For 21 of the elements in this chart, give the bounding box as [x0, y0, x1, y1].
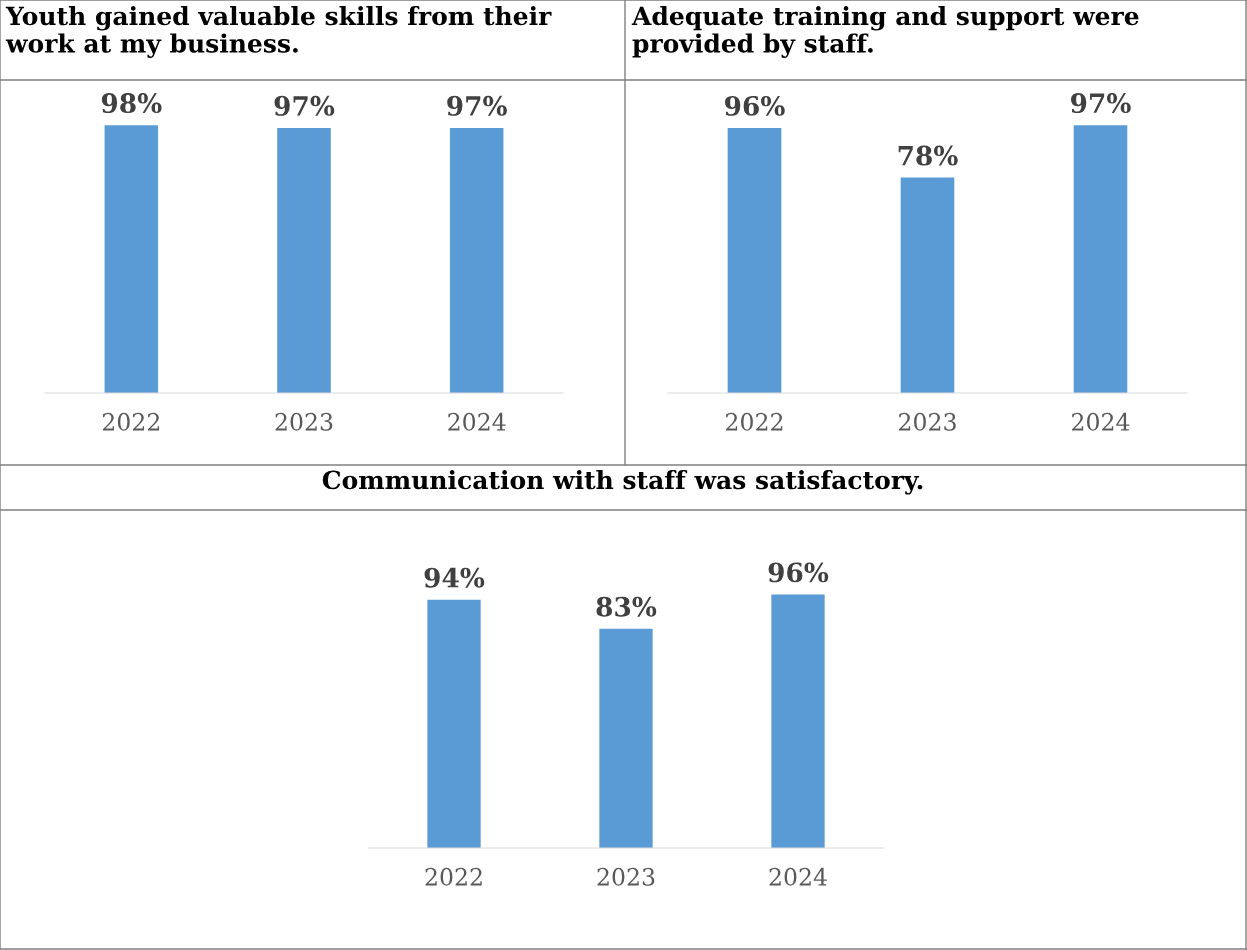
data-label: 94% [424, 567, 485, 588]
x-tick-label: 2024 [769, 867, 827, 886]
x-tick-label: 2024 [1072, 412, 1130, 431]
data-label: 98% [101, 93, 162, 114]
chart-title: Communication with staff was satisfactory. [322, 470, 923, 495]
chart-title: Youth gained valuable skills from their work at my business. [5, 6, 552, 58]
data-label: 96% [725, 95, 785, 116]
x-tick-label: 2023 [597, 867, 655, 886]
data-label: 97% [447, 95, 507, 116]
data-label: 97% [1071, 93, 1131, 114]
x-tick-label: 2024 [448, 412, 506, 431]
data-label: 83% [596, 596, 657, 617]
data-label: 96% [768, 562, 829, 583]
data-label: 78% [898, 145, 958, 166]
data-label: 97% [274, 95, 335, 116]
x-tick-label: 2023 [275, 412, 333, 431]
x-tick-label: 2023 [899, 412, 956, 431]
x-tick-label: 2022 [425, 867, 482, 886]
x-tick-label: 2022 [726, 412, 783, 431]
chart-title: Adequate training and support were provided by staff. [631, 6, 1139, 58]
x-tick-label: 2022 [102, 412, 160, 431]
